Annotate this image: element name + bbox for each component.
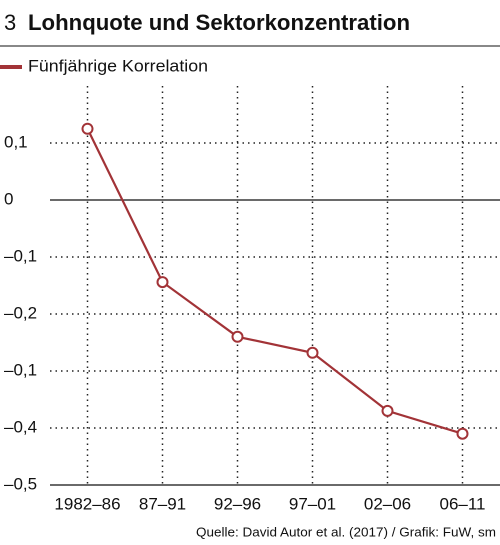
series-line [86, 128, 463, 435]
x-tick-label: 97–01 [289, 494, 336, 513]
y-tick-label: –0,5 [4, 474, 37, 493]
y-tick-label: –0,4 [4, 417, 37, 436]
data-point [306, 346, 319, 359]
y-tick-label: –0,1 [4, 246, 37, 265]
y-tick-label: –0,2 [4, 303, 37, 322]
data-point [231, 330, 244, 343]
data-point [456, 427, 469, 440]
x-tick-label: 1982–86 [54, 494, 120, 513]
x-tick-label: 06–11 [439, 494, 485, 513]
chart-number: 3 [4, 10, 16, 35]
chart-title: Lohnquote und Sektorkonzentration [28, 10, 410, 35]
data-point [156, 276, 169, 289]
source: Quelle: David Autor et al. (2017) / Graf… [196, 524, 496, 539]
data-point [81, 122, 94, 135]
y-tick-label: 0 [4, 189, 13, 208]
x-tick-label: 92–96 [214, 494, 261, 513]
x-tick-label: 87–91 [139, 494, 186, 513]
y-tick-label: –0,1 [4, 360, 37, 379]
y-tick-label: 0,1 [4, 132, 28, 151]
x-tick-label: 02–06 [364, 494, 411, 513]
legend-label: Fünfjährige Korrelation [28, 56, 208, 75]
data-point [381, 404, 394, 417]
